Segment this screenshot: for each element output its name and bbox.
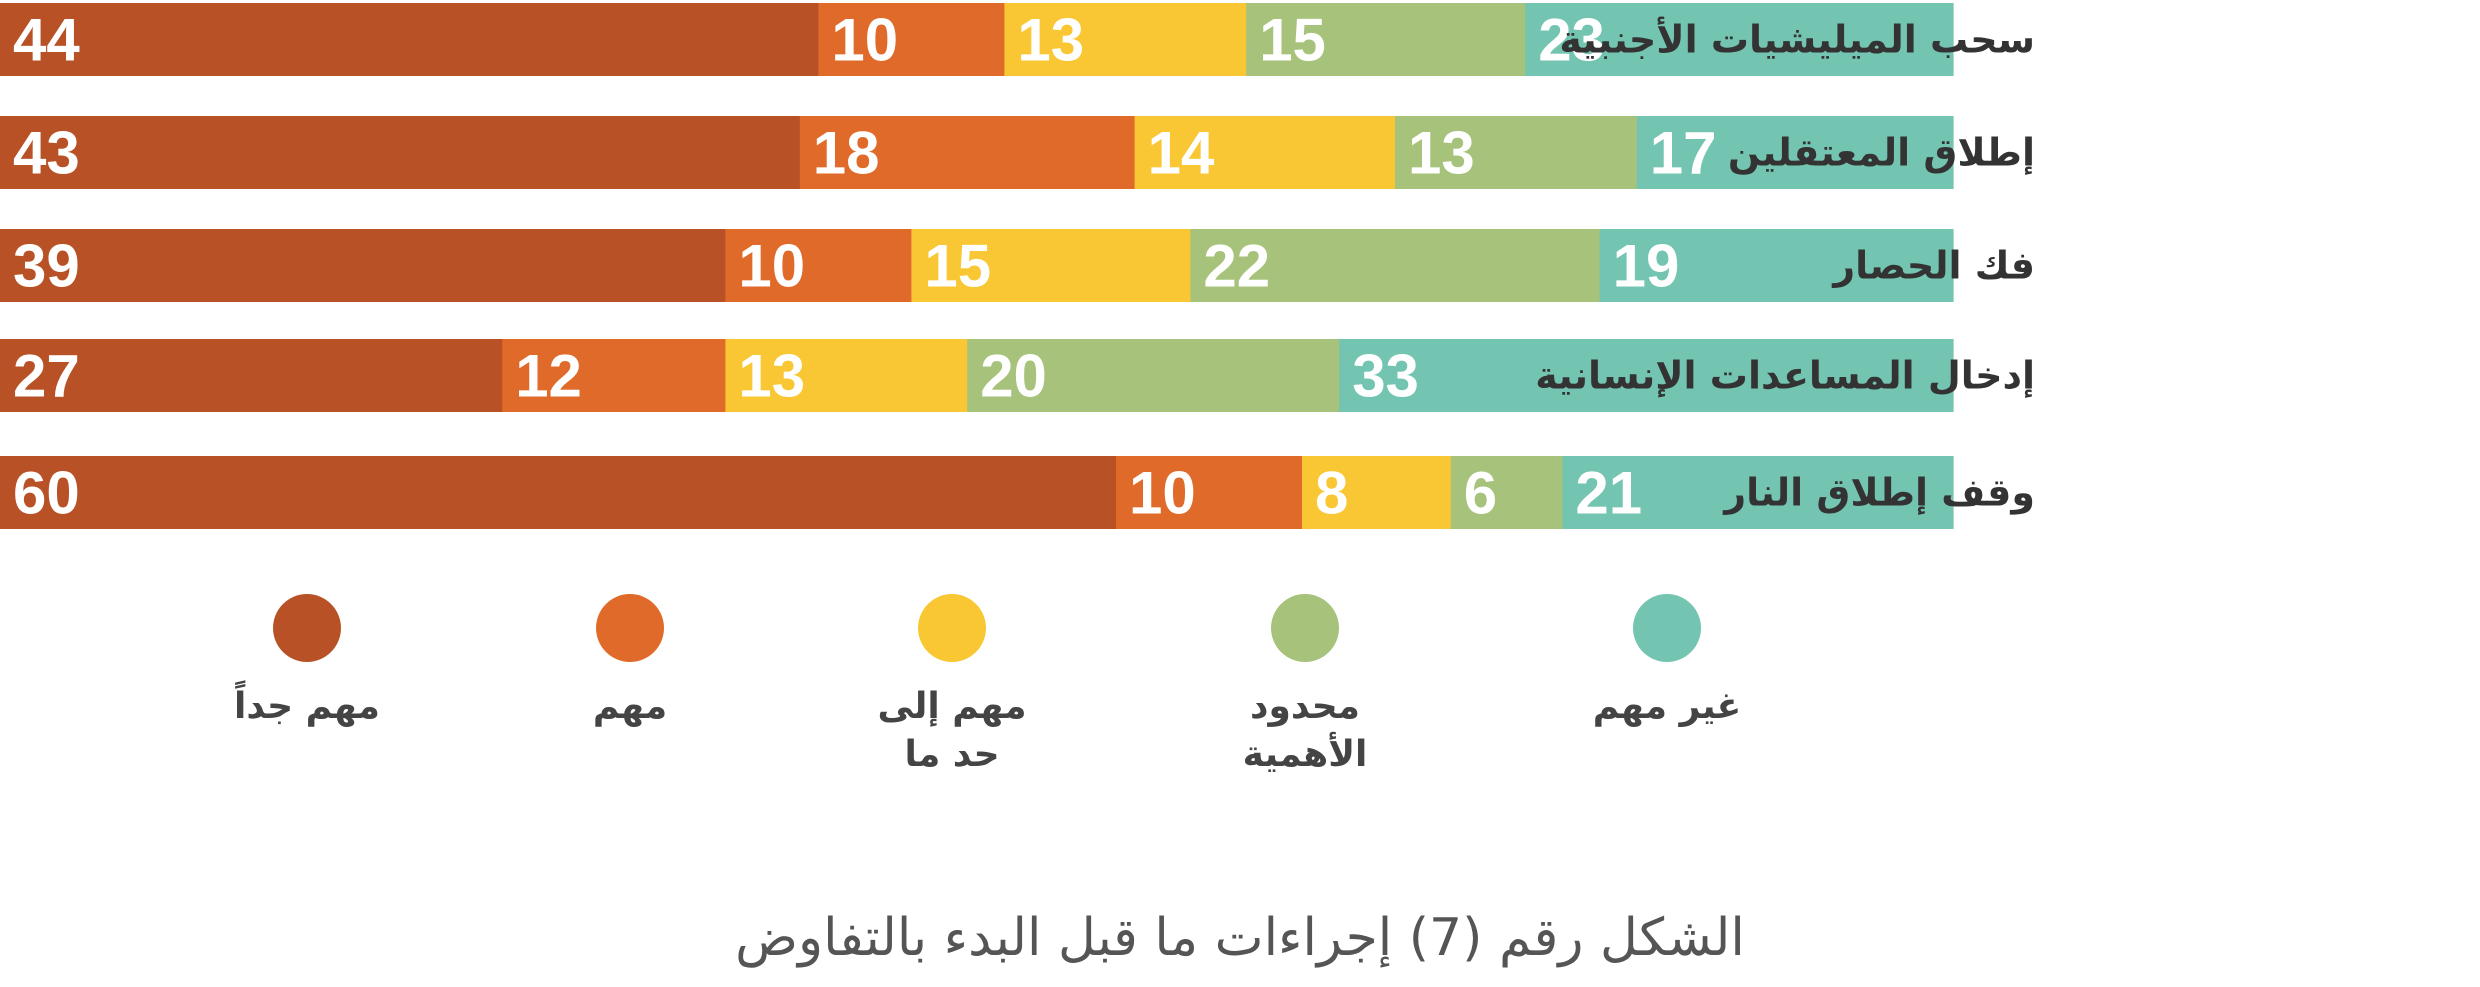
bar-segment bbox=[1339, 339, 1954, 412]
value-label: 15 bbox=[1259, 7, 1326, 74]
bar-segment bbox=[1395, 116, 1638, 189]
legend-swatch bbox=[1271, 594, 1339, 662]
bars-group: 44 10 13 15 23 43 18 14 13 17 39 10 15 22 19 27 12 13 20 33… bbox=[0, 3, 1954, 529]
value-label: 10 bbox=[738, 233, 805, 300]
value-label: 10 bbox=[1129, 460, 1196, 527]
value-label: 33 bbox=[1352, 343, 1419, 410]
bar-segment bbox=[1116, 456, 1303, 529]
category-label: إدخال المساعدات الإنسانية bbox=[1535, 354, 2035, 399]
category-label: فك الحصار bbox=[1831, 244, 2035, 288]
bar-segment bbox=[1636, 116, 1954, 189]
legend-label: مهم جداً bbox=[234, 680, 380, 727]
value-label: 13 bbox=[1408, 120, 1475, 187]
legend-label: مهم إلى bbox=[877, 686, 1026, 727]
value-label: 13 bbox=[1017, 7, 1084, 74]
legend-swatch bbox=[596, 594, 664, 662]
legend-swatch bbox=[918, 594, 986, 662]
value-label: 18 bbox=[813, 120, 880, 187]
legend-swatch bbox=[273, 594, 341, 662]
value-label: 23 bbox=[1538, 7, 1605, 74]
bar-segment bbox=[1562, 456, 1954, 529]
legend-label: غير مهم bbox=[1593, 686, 1742, 727]
category-labels: سحب الميليشيات الأجنبية إطلاق المعتقلين فك… bbox=[1535, 16, 2035, 516]
bar-segment bbox=[818, 3, 1005, 76]
bar-segment bbox=[725, 229, 912, 302]
bar-segment bbox=[0, 3, 819, 76]
category-label: وقف إطلاق النار bbox=[1722, 471, 2035, 516]
bar-segment bbox=[911, 229, 1191, 302]
value-label: 17 bbox=[1650, 120, 1717, 187]
bar-segment bbox=[1190, 229, 1601, 302]
chart-caption: الشكل رقم (7) إجراءات ما قبل البدء بالتف… bbox=[735, 908, 1745, 968]
value-label: 27 bbox=[13, 343, 80, 410]
bar-segment bbox=[1134, 116, 1396, 189]
bar-segment bbox=[967, 339, 1340, 412]
value-label: 12 bbox=[515, 343, 582, 410]
value-label: 6 bbox=[1464, 460, 1497, 527]
value-label: 19 bbox=[1613, 233, 1680, 300]
value-label: 44 bbox=[13, 7, 80, 74]
value-label: 14 bbox=[1148, 120, 1215, 187]
bar-segment bbox=[0, 116, 801, 189]
category-label: إطلاق المعتقلين bbox=[1728, 131, 2035, 176]
bar-segment bbox=[502, 339, 726, 412]
value-label: 39 bbox=[13, 233, 80, 300]
value-label: 43 bbox=[13, 120, 80, 187]
value-label: 60 bbox=[13, 460, 80, 527]
value-label: 10 bbox=[831, 7, 898, 74]
value-label: 20 bbox=[980, 343, 1047, 410]
bar-segment bbox=[1450, 456, 1563, 529]
bar-segment bbox=[1599, 229, 1954, 302]
value-label: 15 bbox=[924, 233, 991, 300]
legend-label: محدود bbox=[1250, 686, 1360, 727]
bar-segment bbox=[725, 339, 968, 412]
bar-segment bbox=[1246, 3, 1526, 76]
bar-segment bbox=[799, 116, 1136, 189]
bar-segment bbox=[0, 339, 503, 412]
legend-swatch bbox=[1633, 594, 1701, 662]
bar-segment bbox=[1302, 456, 1452, 529]
bar-segment bbox=[1525, 3, 1954, 76]
legend-label: الأهمية bbox=[1243, 731, 1368, 775]
legend-label: حد ما bbox=[904, 734, 999, 775]
value-label: 8 bbox=[1315, 460, 1348, 527]
value-label: 13 bbox=[738, 343, 805, 410]
value-label: 22 bbox=[1203, 233, 1270, 300]
value-label: 21 bbox=[1575, 460, 1642, 527]
bar-segment bbox=[1004, 3, 1247, 76]
bar-segment bbox=[0, 229, 726, 302]
bar-segment bbox=[0, 456, 1117, 529]
category-label: سحب الميليشيات الأجنبية bbox=[1559, 16, 2035, 62]
legend-label: مهم bbox=[593, 686, 667, 727]
